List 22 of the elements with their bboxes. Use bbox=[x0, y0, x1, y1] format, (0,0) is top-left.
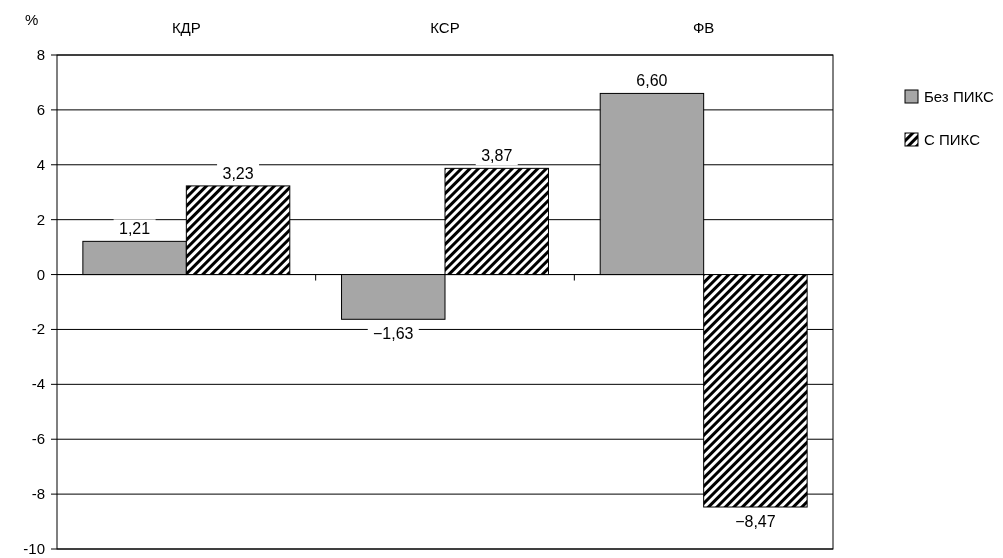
y-tick-label: 6 bbox=[36, 100, 45, 118]
y-tick-label: -4 bbox=[31, 375, 45, 393]
y-tick-label: -10 bbox=[23, 540, 45, 557]
y-tick-label: 4 bbox=[36, 155, 45, 173]
y-tick-label: 8 bbox=[36, 46, 45, 63]
data-label: 3,87 bbox=[481, 147, 513, 165]
x-tick-label: КСР bbox=[430, 19, 460, 36]
x-tick-label: ФВ bbox=[692, 19, 715, 36]
data-label: −8,47 bbox=[735, 513, 776, 531]
data-label: 6,60 bbox=[636, 72, 668, 90]
y-tick-label: 0 bbox=[36, 265, 45, 283]
y-tick-label: 2 bbox=[36, 210, 45, 228]
x-tick-label: КДР bbox=[171, 19, 201, 36]
data-label: 3,23 bbox=[222, 164, 254, 182]
data-label: 1,21 bbox=[119, 220, 151, 238]
y-axis-title: % bbox=[25, 11, 39, 28]
y-tick-label: -2 bbox=[31, 320, 45, 338]
y-tick-label: -6 bbox=[31, 430, 45, 448]
y-tick-label: -8 bbox=[31, 485, 45, 503]
data-label: −1,63 bbox=[373, 325, 414, 343]
legend-label: Без ПИКС bbox=[924, 88, 995, 105]
legend-label: С ПИКС bbox=[924, 131, 981, 148]
